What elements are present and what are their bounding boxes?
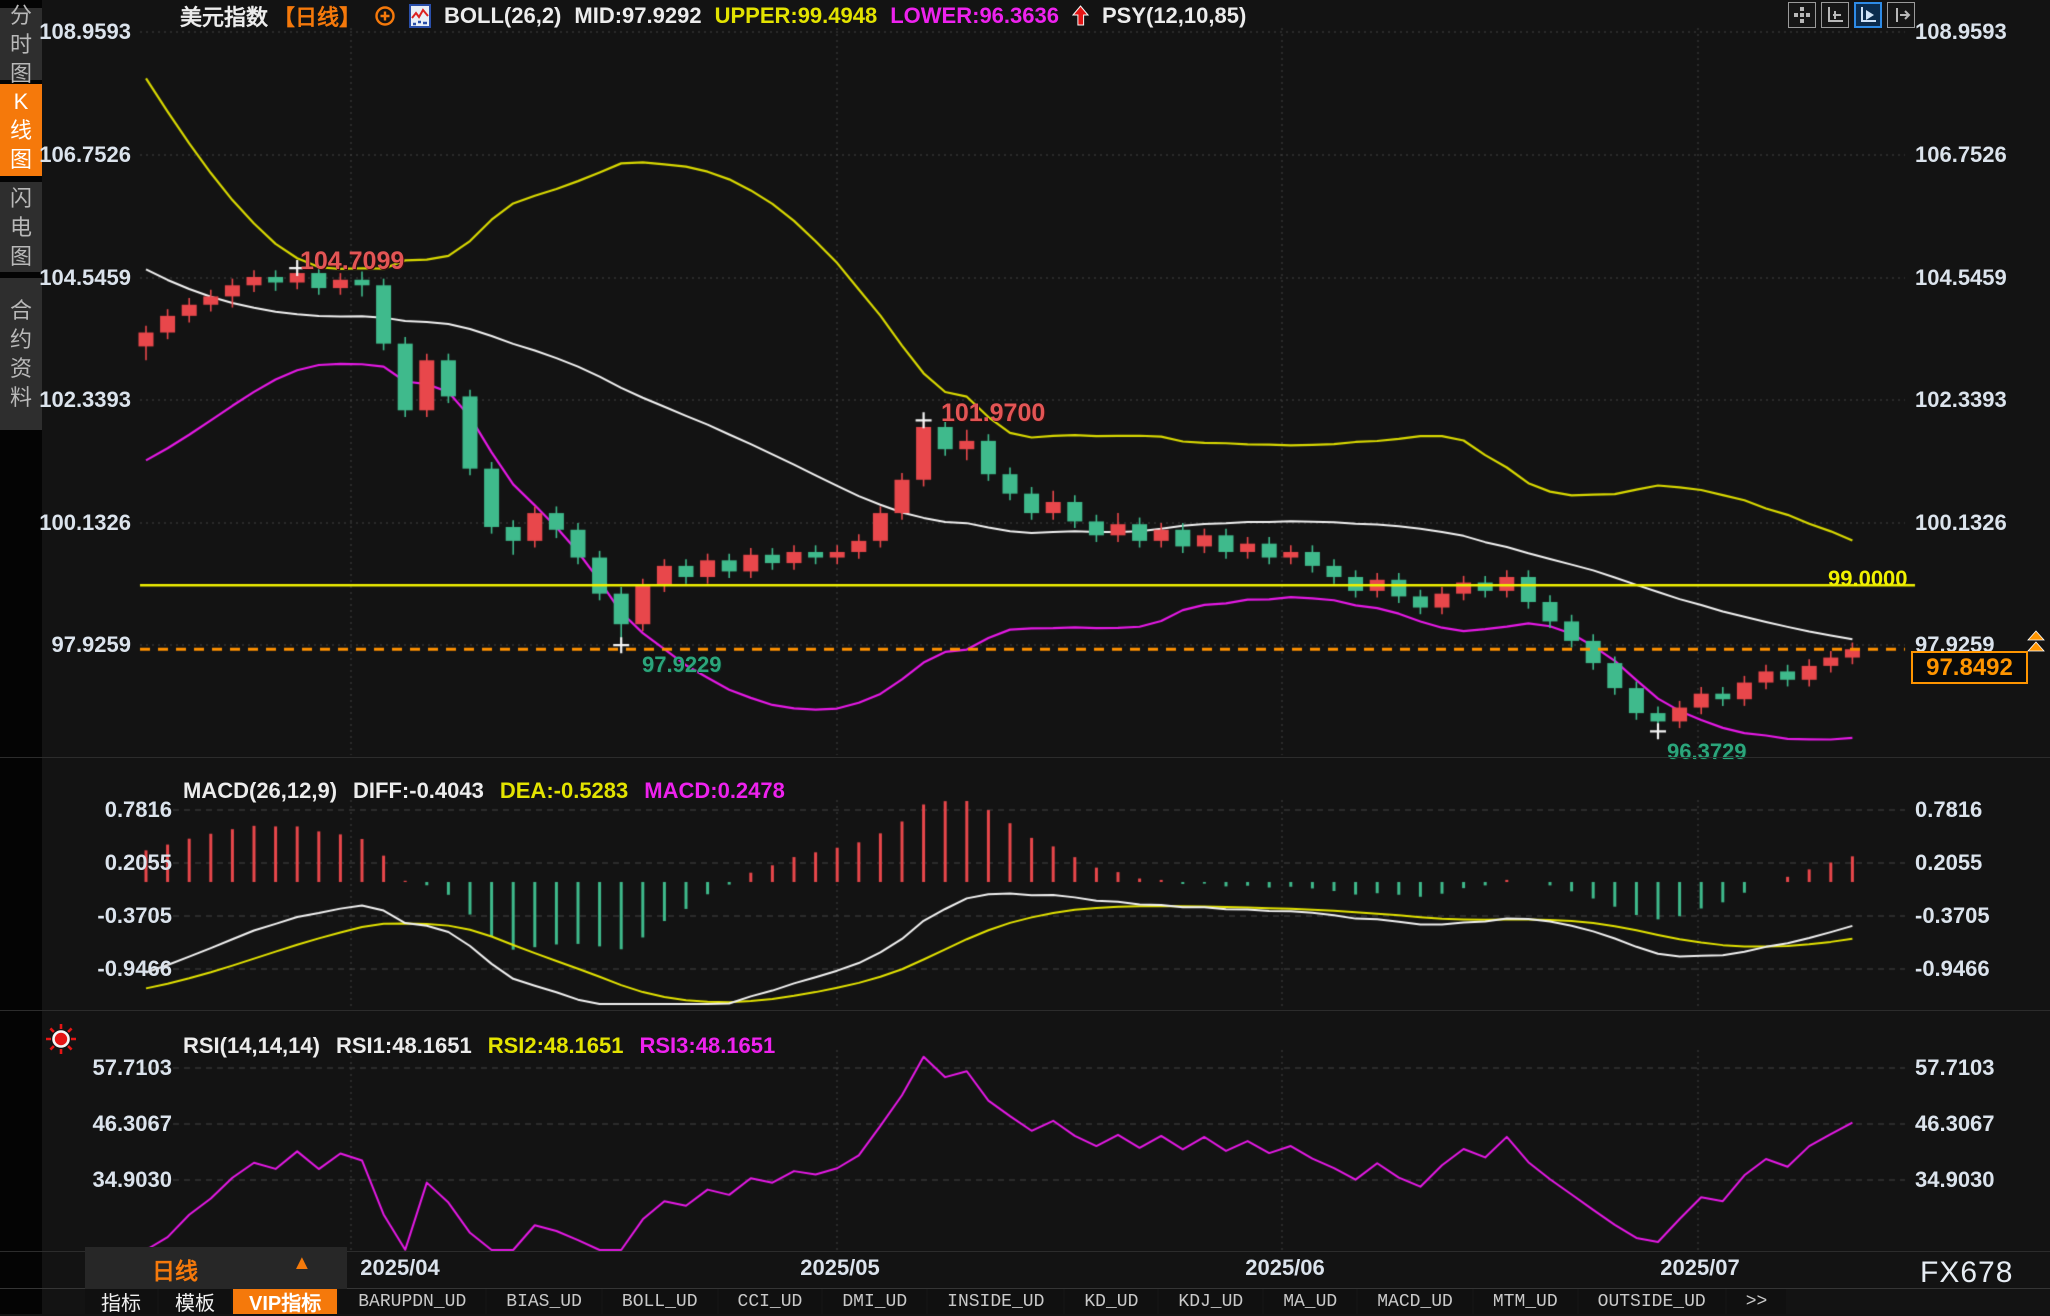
x-axis-month-1: 2025/05 xyxy=(800,1255,880,1280)
y-axis-macd-left-0: 0.7816 xyxy=(104,797,172,822)
y-axis-rsi-left-2: 34.9030 xyxy=(92,1167,172,1192)
y-axis-rsi-left-1: 46.3067 xyxy=(92,1111,172,1136)
shift-right-icon[interactable] xyxy=(1887,2,1915,28)
sidebar-item-4[interactable]: 合约资料 xyxy=(0,278,42,430)
period-tag[interactable]: 【日线】 xyxy=(273,5,362,30)
last-price-box: 97.8492 xyxy=(1911,651,2028,684)
y-axis-rsi-right-0: 57.7103 xyxy=(1915,1055,1995,1080)
axis-play-icon[interactable] xyxy=(1854,2,1882,28)
tab-指标[interactable]: 指标 xyxy=(85,1289,157,1315)
y-axis-main-right-2: 104.5459 xyxy=(1915,265,2007,290)
tab-boll-ud[interactable]: BOLL_UD xyxy=(602,1289,717,1314)
tab-more[interactable]: >> xyxy=(1726,1289,1787,1314)
rsi3-value: RSI3:48.1651 xyxy=(639,1033,776,1058)
y-axis-rsi-right-1: 46.3067 xyxy=(1915,1111,1995,1136)
hline-price-label: 99.0000 xyxy=(1828,566,1908,591)
tab-模板[interactable]: 模板 xyxy=(159,1289,231,1315)
macd-header: MACD(26,12,9) DIFF:-0.4043 DEA:-0.5283 M… xyxy=(183,778,785,804)
boll-mid-value: MID:97.9292 xyxy=(574,3,702,28)
alert-burst-icon[interactable] xyxy=(44,1022,78,1061)
y-axis-main-right-4: 100.1326 xyxy=(1915,510,2007,535)
macd-dea-value: DEA:-0.5283 xyxy=(499,778,629,803)
x-axis-month-2: 2025/06 xyxy=(1245,1255,1325,1280)
tab-ma-ud[interactable]: MA_UD xyxy=(1264,1289,1357,1314)
sidebar-item-1[interactable]: 分时图 xyxy=(0,3,42,86)
mini-kline-icon[interactable] xyxy=(409,4,432,28)
axis-zoom-icon[interactable] xyxy=(1821,2,1849,28)
up-arrow-icon xyxy=(1071,5,1089,27)
y-axis-main-left-4: 100.1326 xyxy=(39,510,131,535)
chart-canvas[interactable] xyxy=(42,0,2050,1260)
y-axis-main-right-0: 108.9593 xyxy=(1915,19,2007,44)
chart-header: 美元指数 【日线】 BOLL(26,2) MID:97.9292 UPPER:9… xyxy=(180,3,1247,30)
swing-low-label-2: 96.3729 xyxy=(1667,739,1747,764)
tab-barupdn-ud[interactable]: BARUPDN_UD xyxy=(339,1289,486,1314)
period-selector[interactable]: 日线 xyxy=(152,1258,198,1284)
x-axis-month-0: 2025/04 xyxy=(360,1255,440,1280)
tab-bias-ud[interactable]: BIAS_UD xyxy=(487,1289,601,1314)
boll-params: BOLL(26,2) xyxy=(444,3,562,28)
price-up-arrows-icon xyxy=(2027,630,2045,659)
y-axis-main-left-3: 102.3393 xyxy=(39,387,131,412)
macd-diff-value: DIFF:-0.4043 xyxy=(353,778,484,803)
swing-high-label-1: 104.7099 xyxy=(300,247,405,275)
pan-crosshair-icon[interactable] xyxy=(1788,2,1816,28)
rsi1-value: RSI1:48.1651 xyxy=(335,1033,472,1058)
y-axis-macd-right-3: -0.9466 xyxy=(1915,956,1990,981)
sidebar-item-3[interactable]: 闪电图 xyxy=(0,182,42,272)
chart-toolbar xyxy=(1788,2,1915,28)
watermark: FX678 xyxy=(1920,1256,2014,1289)
y-axis-macd-left-3: -0.9466 xyxy=(97,956,172,981)
period-dropdown-icon[interactable]: ▲ xyxy=(292,1252,312,1274)
y-axis-macd-left-1: 0.2055 xyxy=(104,850,172,875)
y-axis-main-left-1: 106.7526 xyxy=(39,142,131,167)
swing-high-label-2: 101.9700 xyxy=(941,399,1046,427)
macd-params: MACD(26,12,9) xyxy=(183,778,338,803)
boll-lower-value: LOWER:96.3636 xyxy=(890,3,1059,28)
y-axis-macd-right-1: 0.2055 xyxy=(1915,850,1983,875)
y-axis-macd-right-2: -0.3705 xyxy=(1915,903,1990,928)
macd-bar-value: MACD:0.2478 xyxy=(644,778,785,803)
y-axis-main-left-5: 97.9259 xyxy=(51,632,131,657)
swing-low-label-1: 97.9229 xyxy=(642,652,722,677)
y-axis-macd-left-2: -0.3705 xyxy=(97,903,172,928)
y-axis-rsi-left-0: 57.7103 xyxy=(92,1055,172,1080)
tab-vip指标[interactable]: VIP指标 xyxy=(233,1289,338,1315)
tab-kd-ud[interactable]: KD_UD xyxy=(1065,1289,1158,1314)
add-indicator-icon[interactable] xyxy=(374,5,396,27)
y-axis-macd-right-0: 0.7816 xyxy=(1915,797,1983,822)
y-axis-main-right-1: 106.7526 xyxy=(1915,142,2007,167)
symbol-title: 美元指数 xyxy=(180,5,269,30)
rsi-params: RSI(14,14,14) xyxy=(183,1033,320,1058)
period-strip xyxy=(85,1247,347,1289)
tab-outside-ud[interactable]: OUTSIDE_UD xyxy=(1578,1289,1725,1314)
tab-kdj-ud[interactable]: KDJ_UD xyxy=(1159,1289,1263,1314)
tab-cci-ud[interactable]: CCI_UD xyxy=(718,1289,822,1314)
y-axis-main-left-2: 104.5459 xyxy=(39,265,131,290)
y-axis-main-left-0: 108.9593 xyxy=(39,19,131,44)
boll-upper-value: UPPER:99.4948 xyxy=(714,3,878,28)
y-axis-rsi-right-2: 34.9030 xyxy=(1915,1167,1995,1192)
y-axis-main-right-3: 102.3393 xyxy=(1915,387,2007,412)
rsi-header: RSI(14,14,14) RSI2:48.1651 RSI3:48.1651 … xyxy=(183,1033,775,1059)
x-axis-month-3: 2025/07 xyxy=(1660,1255,1740,1280)
tab-inside-ud[interactable]: INSIDE_UD xyxy=(928,1289,1064,1314)
indicator-tabbar: 指标 模板 VIP指标 BARUPDN_UD BIAS_UD BOLL_UD CCI_UD D… xyxy=(85,1289,1787,1315)
tab-dmi-ud[interactable]: DMI_UD xyxy=(823,1289,927,1314)
tab-macd-ud[interactable]: MACD_UD xyxy=(1358,1289,1472,1314)
tab-mtm-ud[interactable]: MTM_UD xyxy=(1473,1289,1577,1314)
rsi2-value: RSI2:48.1651 xyxy=(487,1033,624,1058)
psy-params: PSY(12,10,85) xyxy=(1101,3,1247,28)
